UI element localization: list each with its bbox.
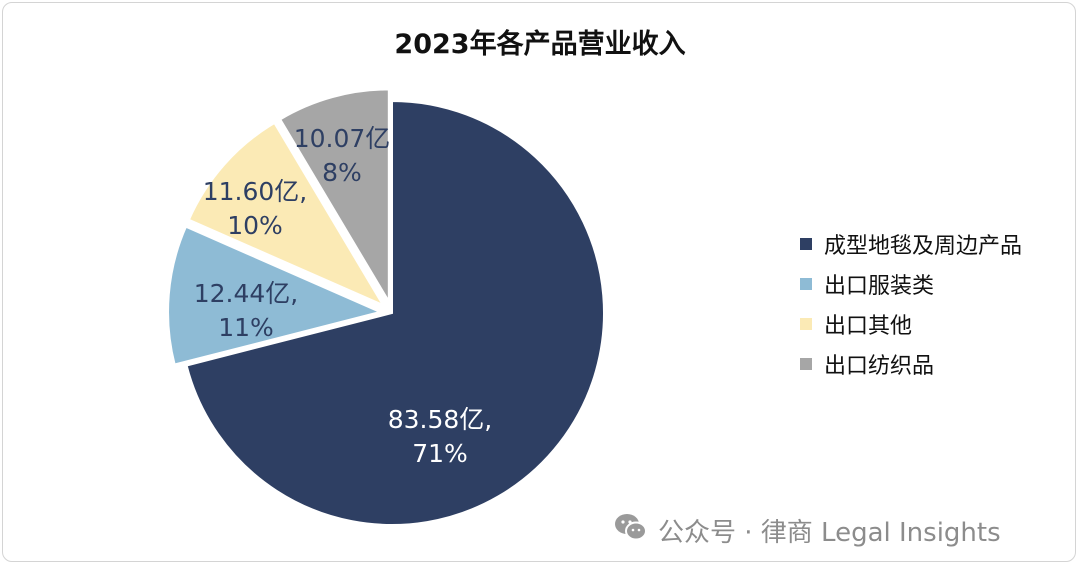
legend-item: 成型地毯及周边产品 — [800, 224, 1022, 264]
pie-slice — [187, 121, 386, 308]
slice-data-label: 71% — [412, 439, 468, 468]
legend-item: 出口服装类 — [800, 264, 1022, 304]
watermark: 公众号 · 律商 Legal Insights — [614, 512, 1001, 549]
watermark-text: 公众号 · 律商 Legal Insights — [658, 518, 1001, 548]
slice-data-label: 11% — [218, 313, 274, 342]
legend-label: 出口纺织品 — [824, 354, 935, 379]
slice-data-label: 12.44亿, — [194, 279, 299, 308]
legend-item: 出口其他 — [800, 304, 1022, 344]
chart-title: 2023年各产品营业收入 — [394, 29, 686, 60]
legend-label: 出口其他 — [824, 314, 913, 339]
legend-swatch — [800, 278, 812, 290]
legend: 成型地毯及周边产品 出口服装类 出口其他 出口纺织品 — [800, 224, 1022, 384]
wechat-icon — [614, 512, 648, 549]
pie-slice — [185, 99, 605, 526]
pie-slice — [167, 225, 384, 366]
pie-slice — [278, 88, 390, 306]
slice-data-label: 10% — [227, 211, 283, 240]
legend-label: 出口服装类 — [824, 274, 935, 299]
slice-data-label: 8% — [322, 158, 362, 187]
legend-swatch — [800, 358, 812, 370]
legend-swatch — [800, 318, 812, 330]
slice-data-label: 11.60亿, — [203, 177, 308, 206]
legend-item: 出口纺织品 — [800, 344, 1022, 384]
legend-swatch — [800, 238, 812, 250]
slice-data-label: 83.58亿, — [388, 405, 493, 434]
legend-label: 成型地毯及周边产品 — [824, 234, 1023, 259]
slice-data-label: 10.07亿 — [294, 124, 391, 153]
